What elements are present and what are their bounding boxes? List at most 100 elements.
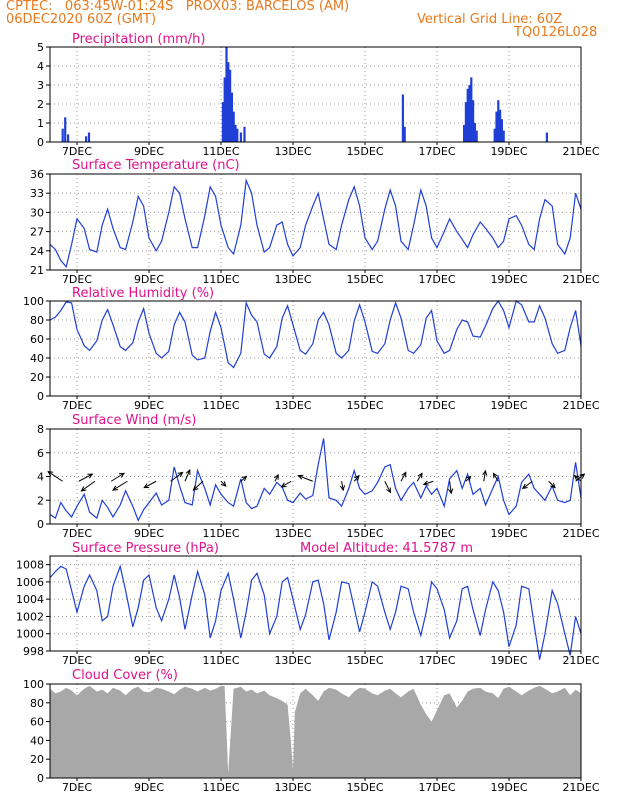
wind-xtick-label: 15DEC bbox=[346, 527, 383, 540]
wind-arrow-head bbox=[521, 483, 528, 490]
precip-bar bbox=[464, 102, 467, 142]
cloud-xtick-label: 15DEC bbox=[346, 781, 383, 794]
header-model-id: TQ0126L028 bbox=[514, 25, 598, 40]
press-xtick-label: 9DEC bbox=[134, 654, 164, 667]
precip-bar bbox=[243, 126, 246, 142]
wind-arrow-shaft bbox=[548, 480, 556, 489]
header-datetime: 06DEC2020 60Z (GMT) bbox=[6, 12, 157, 27]
wind-arrow-head bbox=[80, 486, 87, 492]
rh-ytick-label: 20 bbox=[30, 371, 44, 384]
precip-bar bbox=[497, 100, 500, 142]
wind-arrow-shaft bbox=[574, 475, 582, 482]
precip-bar bbox=[223, 77, 226, 142]
wind-xtick-label: 13DEC bbox=[274, 527, 311, 540]
wind-ytick-label: 4 bbox=[37, 471, 44, 484]
wind-arrow-shaft bbox=[298, 475, 313, 482]
precip-bar bbox=[403, 126, 406, 142]
temp-xtick-label: 7DEC bbox=[62, 273, 92, 286]
precip-title: Precipitation (mm/h) bbox=[72, 32, 205, 47]
press-ytick-label: 1000 bbox=[16, 628, 44, 641]
precip-bar bbox=[500, 119, 503, 142]
wind-arrow-head bbox=[447, 488, 454, 495]
press-xtick-label: 17DEC bbox=[418, 654, 455, 667]
precip-xtick-label: 19DEC bbox=[490, 145, 527, 158]
wind-arrow-head bbox=[492, 472, 498, 479]
wind-arrow-shaft bbox=[522, 480, 533, 489]
temp-xtick-label: 11DEC bbox=[202, 273, 239, 286]
precip-bar bbox=[499, 109, 502, 142]
cloud-xtick-label: 13DEC bbox=[274, 781, 311, 794]
temp-xtick-label: 21DEC bbox=[562, 273, 599, 286]
rh-xtick-label: 19DEC bbox=[490, 399, 527, 412]
wind-title: Surface Wind (m/s) bbox=[72, 413, 196, 428]
wind-arrow-head bbox=[339, 485, 345, 492]
press-xtick-label: 21DEC bbox=[562, 654, 599, 667]
precip-xtick-label: 7DEC bbox=[62, 145, 92, 158]
rh-xtick-label: 11DEC bbox=[202, 399, 239, 412]
wind-arrow-shaft bbox=[449, 481, 452, 494]
precip-bar bbox=[64, 117, 67, 142]
precip-bar bbox=[227, 62, 230, 143]
wind-arrow-head bbox=[47, 470, 54, 477]
wind-arrow-shaft bbox=[47, 471, 63, 482]
wind-arrow-shaft bbox=[170, 472, 183, 482]
precip-bar bbox=[401, 94, 404, 142]
precip-bar bbox=[472, 100, 475, 142]
cloud-xtick-label: 19DEC bbox=[490, 781, 527, 794]
cloud-xtick-label: 21DEC bbox=[562, 781, 599, 794]
press-xtick-label: 15DEC bbox=[346, 654, 383, 667]
wind-arrow-head bbox=[192, 485, 199, 491]
wind-arrow-shaft bbox=[110, 472, 125, 482]
precip-bar bbox=[229, 69, 232, 142]
precip-bar bbox=[234, 124, 237, 142]
cloud-frame bbox=[49, 683, 582, 779]
rh-xtick-label: 13DEC bbox=[274, 399, 311, 412]
temp-xtick-label: 13DEC bbox=[274, 273, 311, 286]
precip-xtick-label: 11DEC bbox=[202, 145, 239, 158]
wind-arrow-shaft bbox=[193, 480, 204, 491]
wind-arrow-shaft bbox=[78, 473, 93, 482]
precip-bar bbox=[87, 132, 91, 142]
precip-bar bbox=[502, 130, 505, 142]
rh-ytick-label: 80 bbox=[30, 314, 44, 327]
temp-series-line bbox=[49, 178, 582, 269]
press-ytick-label: 1004 bbox=[16, 593, 44, 606]
wind-arrow-shaft bbox=[281, 480, 292, 488]
wind-frame bbox=[49, 428, 582, 525]
wind-xtick-label: 17DEC bbox=[418, 527, 455, 540]
precip-ytick-label: 4 bbox=[37, 60, 44, 73]
temp-ytick-label: 36 bbox=[30, 168, 44, 181]
cloud-ytick-label: 100 bbox=[23, 678, 44, 691]
wind-arrow-shaft bbox=[143, 480, 157, 489]
wind-arrow-head bbox=[220, 481, 227, 487]
cloud-ytick-label: 40 bbox=[30, 734, 44, 747]
wind-arrow-head bbox=[482, 469, 488, 476]
press-annotation: Model Altitude: 41.5787 m bbox=[300, 541, 473, 556]
precip-bar bbox=[239, 132, 242, 142]
press-series-line bbox=[49, 564, 582, 660]
temp-panel bbox=[46, 173, 582, 273]
press-xtick-label: 11DEC bbox=[202, 654, 239, 667]
press-ytick-label: 1006 bbox=[16, 576, 44, 589]
wind-xtick-label: 19DEC bbox=[490, 527, 527, 540]
precip-bar bbox=[545, 132, 548, 142]
temp-title: Surface Temperature (nC) bbox=[72, 158, 240, 173]
cloud-panel bbox=[46, 683, 582, 781]
cloud-ytick-label: 0 bbox=[37, 772, 44, 785]
wind-ytick-label: 0 bbox=[37, 518, 44, 531]
wind-arrow-head bbox=[579, 473, 586, 479]
precip-bar bbox=[493, 128, 496, 142]
wind-arrow-shaft bbox=[384, 481, 391, 493]
precip-xtick-label: 9DEC bbox=[134, 145, 164, 158]
wind-xtick-label: 7DEC bbox=[62, 527, 92, 540]
rh-xtick-label: 21DEC bbox=[562, 399, 599, 412]
precip-bar bbox=[67, 134, 70, 142]
press-xtick-label: 19DEC bbox=[490, 654, 527, 667]
wind-arrow-head bbox=[143, 483, 150, 489]
wind-arrow-shaft bbox=[240, 476, 247, 482]
wind-arrow-head bbox=[401, 471, 407, 478]
wind-arrow-head bbox=[573, 474, 580, 481]
press-ytick-label: 1008 bbox=[16, 559, 44, 572]
cloud-xtick-label: 11DEC bbox=[202, 781, 239, 794]
